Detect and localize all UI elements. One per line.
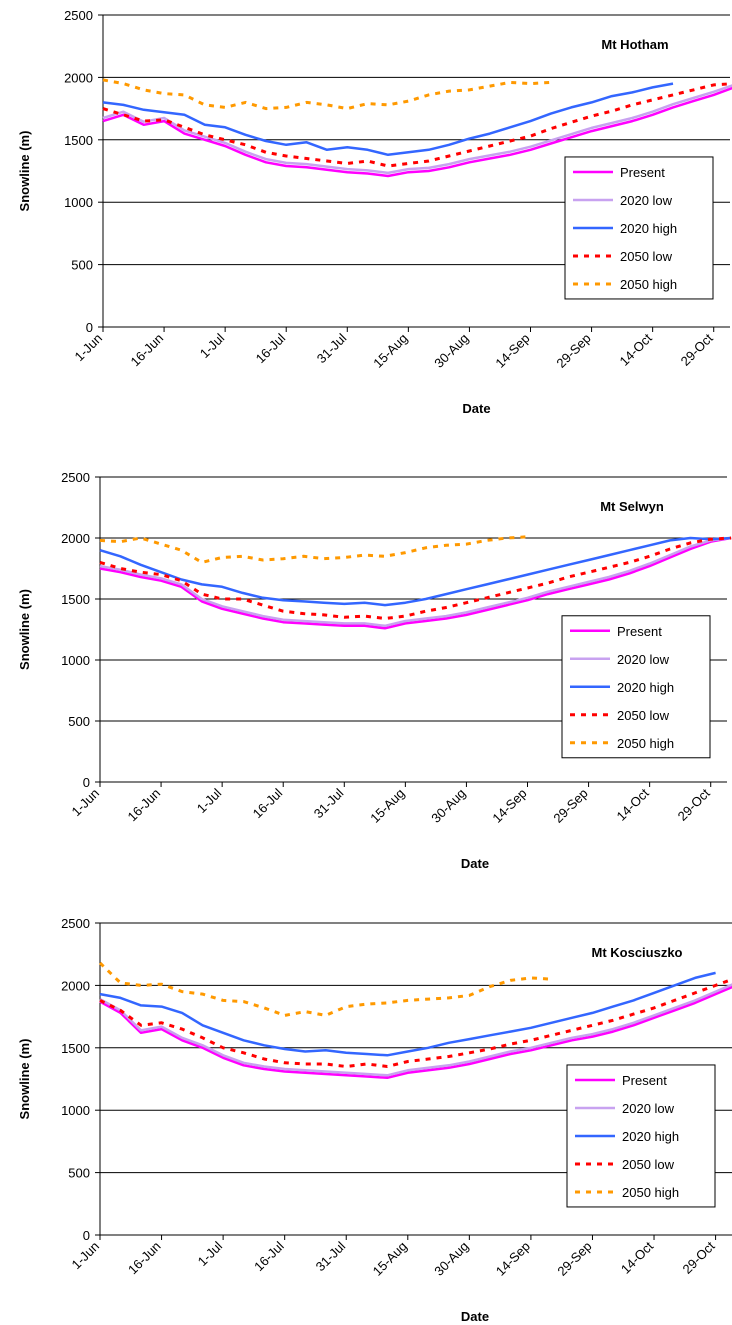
- series-line: [99, 971, 716, 1057]
- series-line: [99, 536, 732, 628]
- y-tick-label: 1500: [61, 592, 90, 607]
- legend: Present 2020 low 2020 high 2050 low 2050 hig…: [561, 615, 711, 759]
- chart: 0 500 1000 1500 2000 2500 1-Jun 16-Jun 1-Jul 16-J…: [17, 916, 732, 1324]
- series-line: [99, 977, 732, 1068]
- chart-title: Mt Kosciuszko: [591, 945, 682, 960]
- x-tick-label: 16-Jul: [253, 330, 289, 366]
- legend-label: 2020 low: [617, 652, 670, 667]
- legend-label: 2020 low: [620, 193, 673, 208]
- x-tick-label: 15-Aug: [370, 331, 410, 371]
- x-tick-label: 14-Oct: [617, 330, 655, 368]
- y-tick-label: 500: [68, 1166, 90, 1181]
- y-tick-label: 1500: [64, 133, 93, 148]
- x-tick-label: 16-Jun: [124, 786, 163, 825]
- x-tick-label: 29-Sep: [550, 786, 590, 826]
- x-tick-label: 14-Sep: [493, 1239, 533, 1279]
- legend-label: 2050 low: [622, 1157, 675, 1172]
- y-tick-label: 1000: [64, 195, 93, 210]
- series-line: [99, 983, 732, 1077]
- x-tick-label: 30-Aug: [431, 331, 471, 371]
- x-tick-label: 30-Aug: [428, 786, 468, 826]
- series-line: [102, 82, 732, 168]
- x-tick-label: 16-Jun: [125, 1239, 164, 1278]
- x-tick-label: 14-Oct: [618, 1238, 656, 1276]
- x-tick-label: 14-Sep: [489, 786, 529, 826]
- y-tick-label: 2000: [61, 978, 90, 993]
- x-axis-title: Date: [462, 401, 490, 416]
- y-tick-label: 1500: [61, 1041, 90, 1056]
- x-tick-label: 16-Jun: [127, 331, 166, 370]
- series-line: [99, 536, 732, 630]
- y-tick-label: 500: [68, 714, 90, 729]
- x-tick-label: 29-Sep: [553, 331, 593, 371]
- y-tick-label: 1000: [61, 1103, 90, 1118]
- x-tick-label: 16-Jul: [250, 785, 286, 821]
- legend-label: 2050 high: [617, 736, 674, 751]
- legend-label: 2050 high: [622, 1185, 679, 1200]
- x-axis-title: Date: [461, 856, 489, 871]
- legend: Present 2020 low 2020 high 2050 low 2050 hig…: [566, 1064, 716, 1208]
- y-tick-label: 2500: [61, 916, 90, 931]
- legend-label: 2050 low: [620, 249, 673, 264]
- x-tick-label: 1-Jun: [69, 786, 103, 820]
- x-tick-label: 14-Oct: [614, 785, 652, 823]
- x-tick-label: 1-Jul: [194, 785, 225, 816]
- y-axis-title: Snowline (m): [17, 1039, 32, 1120]
- series-line: [102, 84, 732, 175]
- legend-label: 2020 high: [622, 1129, 679, 1144]
- y-tick-label: 2000: [61, 531, 90, 546]
- x-tick-label: 1-Jun: [69, 1239, 103, 1273]
- x-tick-label: 29-Oct: [680, 1238, 718, 1276]
- x-tick-label: 31-Jul: [314, 330, 350, 366]
- x-tick-label: 31-Jul: [313, 1238, 349, 1274]
- y-tick-label: 0: [86, 320, 93, 335]
- chart-title: Mt Selwyn: [600, 499, 664, 514]
- series-line: [99, 985, 732, 1080]
- series-line: [99, 536, 732, 620]
- y-tick-label: 2000: [64, 70, 93, 85]
- y-tick-label: 500: [71, 258, 93, 273]
- legend-label: 2050 low: [617, 708, 670, 723]
- series-line: [99, 535, 528, 564]
- x-tick-label: 16-Jul: [251, 1238, 287, 1274]
- x-tick-label: 1-Jun: [72, 331, 106, 365]
- x-tick-label: 31-Jul: [311, 785, 347, 821]
- legend: Present 2020 low 2020 high 2050 low 2050 hig…: [564, 156, 714, 300]
- legend-label: 2020 high: [620, 221, 677, 236]
- x-tick-label: 29-Oct: [678, 330, 716, 368]
- legend-label: Present: [620, 165, 665, 180]
- y-tick-label: 2500: [64, 8, 93, 23]
- y-tick-label: 0: [83, 1228, 90, 1243]
- y-tick-label: 2500: [61, 470, 90, 485]
- legend-label: Present: [622, 1073, 667, 1088]
- y-axis-title: Snowline (m): [17, 131, 32, 212]
- series-line: [102, 82, 674, 157]
- x-tick-label: 15-Aug: [367, 786, 407, 826]
- x-axis-title: Date: [461, 1309, 489, 1324]
- x-tick-label: 29-Oct: [675, 785, 713, 823]
- legend-label: 2050 high: [620, 277, 677, 292]
- series-line: [99, 536, 732, 607]
- x-tick-label: 29-Sep: [554, 1239, 594, 1279]
- legend-label: 2020 low: [622, 1101, 675, 1116]
- y-axis-title: Snowline (m): [17, 589, 32, 670]
- chart: 0 500 1000 1500 2000 2500 1-Jun 16-Jun 1-Jul 16-J…: [17, 470, 732, 871]
- chart-title: Mt Hotham: [601, 37, 668, 52]
- x-tick-label: 30-Aug: [431, 1239, 471, 1279]
- y-tick-label: 0: [83, 775, 90, 790]
- series-line: [102, 78, 551, 111]
- x-tick-label: 1-Jul: [195, 1238, 226, 1269]
- y-tick-label: 1000: [61, 653, 90, 668]
- x-tick-label: 1-Jul: [197, 330, 228, 361]
- legend-box: [564, 156, 714, 300]
- chart: 0 500 1000 1500 2000 2500 1-Jun 16-Jun 1-Jul 16-J…: [17, 8, 732, 416]
- legend-label: Present: [617, 624, 662, 639]
- series-line: [102, 86, 732, 178]
- x-tick-label: 15-Aug: [370, 1239, 410, 1279]
- legend-label: 2020 high: [617, 680, 674, 695]
- x-tick-label: 14-Sep: [492, 331, 532, 371]
